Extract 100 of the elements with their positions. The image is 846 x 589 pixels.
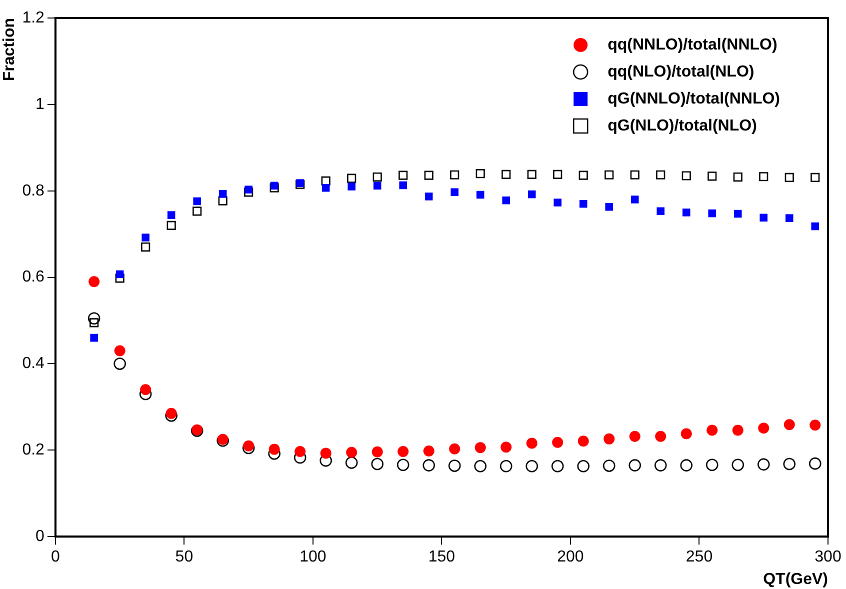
point — [682, 171, 691, 180]
point — [783, 458, 796, 470]
point — [90, 334, 98, 342]
point — [553, 170, 562, 179]
point — [399, 181, 407, 190]
point — [732, 424, 744, 436]
x-tick-label: 100 — [300, 548, 326, 566]
legend-label: qG(NNLO)/total(NNLO) — [608, 90, 780, 108]
point — [348, 182, 356, 190]
point — [346, 446, 358, 458]
point — [706, 424, 718, 436]
point — [396, 458, 410, 472]
point — [784, 419, 795, 430]
point — [372, 172, 382, 182]
point — [373, 182, 382, 190]
point — [88, 276, 100, 288]
point — [142, 234, 150, 242]
point — [476, 169, 485, 178]
point — [167, 211, 176, 219]
point — [218, 190, 227, 198]
point — [526, 460, 538, 472]
point — [449, 443, 460, 454]
point — [115, 274, 124, 283]
point — [424, 170, 434, 180]
point — [578, 436, 589, 447]
point — [321, 176, 330, 186]
point — [551, 460, 564, 472]
point — [656, 170, 666, 180]
point — [656, 207, 664, 216]
point — [734, 210, 742, 218]
point — [654, 459, 667, 472]
y-tick-label: 0 — [36, 528, 45, 546]
point — [733, 172, 742, 182]
point — [474, 460, 486, 472]
point — [502, 170, 511, 179]
point — [528, 190, 536, 198]
x-tick-label: 0 — [50, 548, 60, 566]
point — [244, 186, 252, 194]
x-tick-label: 150 — [428, 548, 456, 566]
point — [680, 459, 693, 472]
point — [760, 214, 768, 222]
point — [270, 183, 279, 192]
y-tick-label: 0.8 — [22, 182, 45, 200]
point — [371, 458, 384, 470]
point — [759, 172, 768, 182]
point — [398, 170, 408, 180]
x-axis-title: QT(GeV) — [763, 570, 828, 588]
point — [500, 442, 512, 453]
point — [141, 242, 150, 252]
point — [502, 196, 510, 204]
point — [578, 170, 588, 180]
point — [602, 460, 616, 472]
point — [500, 460, 512, 472]
point — [270, 182, 278, 190]
point — [758, 422, 770, 434]
point — [757, 458, 770, 471]
x-tick-label: 50 — [175, 548, 194, 566]
point — [114, 345, 126, 356]
point — [244, 188, 254, 197]
point — [116, 270, 124, 278]
point — [218, 196, 228, 206]
point — [347, 174, 356, 183]
point — [628, 459, 642, 472]
point — [708, 172, 717, 181]
point — [476, 190, 484, 199]
point — [655, 430, 666, 442]
y-tick-label: 0.4 — [22, 355, 45, 372]
y-tick-label: 0.6 — [22, 268, 45, 286]
point — [810, 172, 820, 182]
point — [450, 188, 458, 196]
point — [322, 184, 330, 192]
point — [527, 170, 536, 179]
y-tick-label: 1 — [36, 96, 45, 113]
point — [423, 446, 434, 457]
point — [243, 440, 254, 452]
point — [811, 222, 820, 230]
x-tick-label: 250 — [686, 548, 713, 566]
point — [345, 456, 358, 469]
y-tick-label: 1.2 — [22, 9, 45, 26]
point — [732, 458, 744, 472]
point — [450, 170, 460, 180]
point — [320, 448, 332, 459]
point — [629, 430, 640, 442]
point — [140, 384, 152, 396]
point — [268, 444, 280, 455]
x-tick-label: 200 — [557, 548, 584, 566]
point — [372, 446, 383, 458]
point — [808, 457, 822, 470]
point — [706, 458, 718, 472]
point — [604, 170, 614, 180]
point — [166, 220, 176, 230]
point — [114, 358, 126, 370]
point — [785, 214, 794, 222]
point — [474, 442, 486, 454]
legend-label: qq(NLO)/total(NLO) — [608, 63, 754, 80]
point — [810, 420, 821, 431]
point — [579, 200, 588, 208]
point — [630, 170, 640, 180]
x-tick-label: 300 — [814, 548, 842, 566]
y-tick-label: 0.2 — [22, 442, 45, 459]
